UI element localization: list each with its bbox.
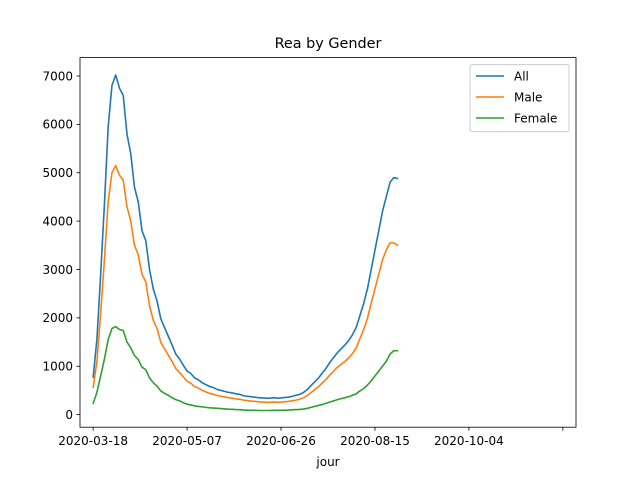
series-line-female: [92, 325, 399, 412]
series-line-male: [92, 164, 399, 404]
plot-frame: [79, 57, 577, 428]
x-tick-label: 2020-10-04: [434, 434, 504, 448]
y-tick-label: 6000: [42, 118, 73, 132]
y-tick-label: 2000: [42, 311, 73, 325]
legend-box: [469, 64, 570, 133]
x-axis-label: jour: [315, 455, 339, 469]
legend-label: Male: [514, 90, 542, 104]
y-tick-label: 4000: [42, 214, 73, 228]
y-tick-label: 7000: [42, 69, 73, 83]
chart-title: Rea by Gender: [275, 36, 382, 52]
series-lines: [92, 74, 399, 412]
x-tick-label: 2020-03-18: [58, 434, 128, 448]
legend-label: Female: [514, 111, 557, 125]
series-line-all: [92, 74, 399, 399]
x-tick-label: 2020-05-07: [152, 434, 222, 448]
y-tick-label: 0: [65, 408, 73, 422]
legend: All Male Female: [469, 64, 570, 133]
x-tick-label: 2020-06-26: [246, 434, 316, 448]
y-tick-label: 3000: [42, 263, 73, 277]
y-tick-label: 5000: [42, 166, 73, 180]
y-tick-label: 1000: [42, 360, 73, 374]
legend-label: All: [514, 69, 529, 83]
x-tick-label: 2020-08-15: [340, 434, 410, 448]
y-axis: 0 1000 2000 3000 4000 5000 6000 7000: [42, 69, 80, 422]
x-axis: 2020-03-18 2020-05-07 2020-06-26 2020-08-15…: [58, 427, 564, 448]
